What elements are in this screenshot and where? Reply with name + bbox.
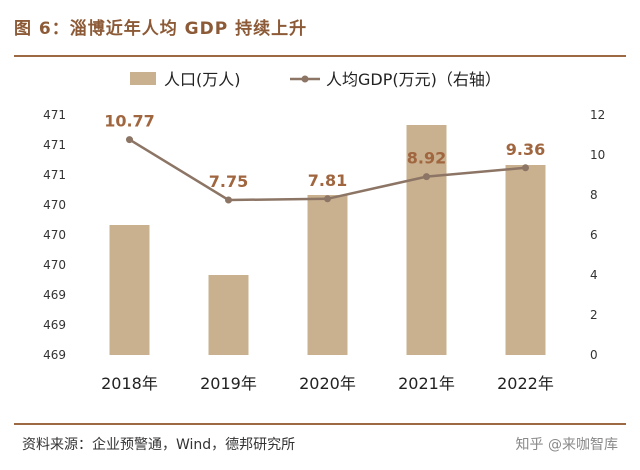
legend: 人口(万人) 人均GDP(万元)（右轴） [130,70,501,89]
line-path [128,138,526,202]
legend-line-marker [301,75,309,83]
line-point-0 [126,136,133,144]
left-axis: 469 469 469 470 470 470 471 471 471 [43,108,66,362]
bar-0 [109,225,150,355]
data-label-4: 9.36 [506,140,545,159]
line-point-4 [522,164,529,172]
left-tick-label: 471 [43,138,66,152]
x-axis: 2018年 2019年 2020年 2021年 2022年 [101,374,554,393]
line-point-2 [324,195,331,203]
left-tick-label: 470 [43,198,66,212]
title-divider [14,55,626,57]
right-tick-label: 8 [590,188,598,202]
left-tick-label: 469 [43,318,66,332]
category-label: 2020年 [299,374,356,393]
bar-1 [208,275,249,355]
line-series: 10.77 7.75 7.81 8.92 9.36 [104,112,545,204]
category-label: 2019年 [200,374,257,393]
right-tick-label: 10 [590,148,605,162]
right-tick-label: 12 [590,108,605,122]
bar-4 [505,165,546,355]
watermark: 知乎 @来咖智库 [515,437,618,453]
data-label-3: 8.92 [407,149,446,168]
category-label: 2022年 [497,374,554,393]
category-label: 2018年 [101,374,158,393]
bar-2 [307,195,348,355]
legend-bar-swatch [130,72,156,85]
data-label-1: 7.75 [209,172,248,191]
right-tick-label: 6 [590,228,598,242]
source-divider [14,423,626,425]
bar-series [109,125,546,355]
left-tick-label: 471 [43,108,66,122]
category-label: 2021年 [398,374,455,393]
bar-3 [406,125,447,355]
legend-line-label: 人均GDP(万元)（右轴） [326,70,501,89]
left-tick-label: 471 [43,168,66,182]
legend-bar-label: 人口(万人) [164,70,241,89]
figure-title: 图 6：淄博近年人均 GDP 持续上升 [14,19,308,39]
right-axis: 0 2 4 6 8 10 12 [590,108,605,362]
left-tick-label: 469 [43,348,66,362]
left-tick-label: 469 [43,288,66,302]
left-tick-label: 470 [43,228,66,242]
right-tick-label: 0 [590,348,598,362]
data-label-0: 10.77 [104,112,155,131]
line-point-1 [225,196,232,204]
source-note: 资料来源：企业预警通，Wind，德邦研究所 [22,437,296,453]
right-tick-label: 4 [590,268,598,282]
data-label-2: 7.81 [308,171,347,190]
right-tick-label: 2 [590,308,598,322]
line-point-3 [423,173,430,181]
left-tick-label: 470 [43,258,66,272]
